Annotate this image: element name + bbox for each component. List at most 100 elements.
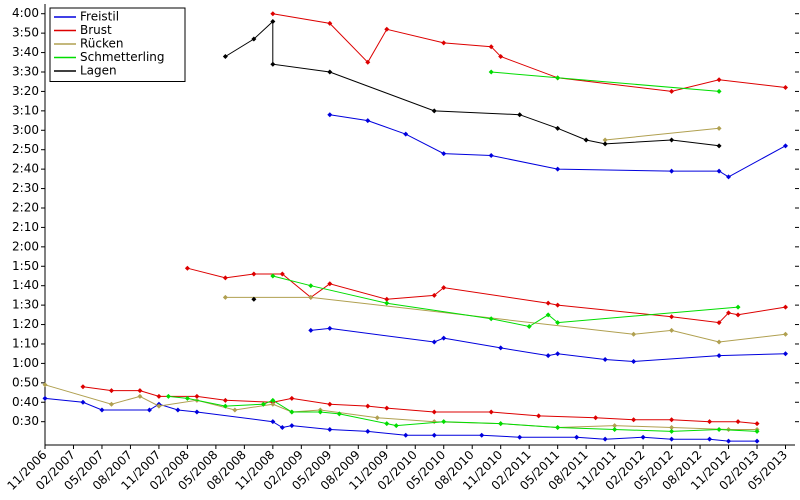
point <box>431 339 437 345</box>
point <box>441 419 447 425</box>
point <box>108 388 114 394</box>
point <box>488 44 494 50</box>
point <box>184 265 190 271</box>
point <box>716 168 722 174</box>
point <box>308 327 314 333</box>
point <box>488 409 494 415</box>
y-tick-label: 1:20 <box>12 317 39 331</box>
point <box>555 125 561 131</box>
point <box>631 417 637 423</box>
point <box>555 425 561 431</box>
point <box>99 407 105 413</box>
point <box>612 423 618 429</box>
point <box>108 401 114 407</box>
point <box>707 419 713 425</box>
point <box>602 436 608 442</box>
point <box>308 283 314 289</box>
y-tick-label: 4:00 <box>12 6 39 20</box>
point <box>498 421 504 427</box>
point <box>640 434 646 440</box>
point <box>251 36 257 42</box>
point <box>555 75 561 81</box>
point <box>545 312 551 318</box>
point <box>545 353 551 359</box>
y-tick-label: 1:50 <box>12 259 39 273</box>
point <box>384 296 390 302</box>
point <box>194 393 200 399</box>
point <box>270 11 276 17</box>
point <box>270 18 276 24</box>
point <box>222 403 228 409</box>
y-tick-label: 0:30 <box>12 414 39 428</box>
point <box>716 339 722 345</box>
point <box>431 108 437 114</box>
point <box>289 409 295 415</box>
point <box>270 273 276 279</box>
point <box>735 419 741 425</box>
point <box>384 26 390 32</box>
point <box>726 174 732 180</box>
point <box>716 88 722 94</box>
point <box>526 323 532 329</box>
point <box>441 151 447 157</box>
point <box>631 331 637 337</box>
point <box>716 353 722 359</box>
y-tick-label: 2:00 <box>12 239 39 253</box>
y-tick-label: 2:20 <box>12 200 39 214</box>
y-tick-label: 3:00 <box>12 123 39 137</box>
point <box>327 325 333 331</box>
point <box>517 112 523 118</box>
point <box>222 397 228 403</box>
point <box>783 304 789 310</box>
point <box>327 281 333 287</box>
point <box>631 358 637 364</box>
point <box>270 419 276 425</box>
y-tick-label: 2:30 <box>12 181 39 195</box>
point <box>42 395 48 401</box>
point <box>716 320 722 326</box>
point <box>327 20 333 26</box>
y-tick-label: 2:40 <box>12 162 39 176</box>
point <box>270 61 276 67</box>
point <box>80 384 86 390</box>
legend-label: Rücken <box>80 37 124 51</box>
point <box>384 421 390 427</box>
point <box>498 345 504 351</box>
point <box>156 393 162 399</box>
point <box>555 302 561 308</box>
point <box>555 351 561 357</box>
point <box>602 141 608 147</box>
point <box>555 320 561 326</box>
point <box>260 401 266 407</box>
y-tick-label: 1:00 <box>12 356 39 370</box>
point <box>431 409 437 415</box>
point <box>488 153 494 159</box>
point <box>175 407 181 413</box>
point <box>583 137 589 143</box>
point <box>365 403 371 409</box>
point <box>222 275 228 281</box>
point <box>384 300 390 306</box>
point <box>669 137 675 143</box>
point <box>488 316 494 322</box>
point <box>669 88 675 94</box>
point <box>251 296 257 302</box>
point <box>137 393 143 399</box>
point <box>270 397 276 403</box>
point <box>289 423 295 429</box>
point <box>716 125 722 131</box>
point <box>716 143 722 149</box>
y-tick-label: 0:50 <box>12 375 39 389</box>
point <box>317 409 323 415</box>
point <box>251 271 257 277</box>
point <box>726 438 732 444</box>
y-tick-label: 3:30 <box>12 64 39 78</box>
point <box>441 285 447 291</box>
point <box>308 294 314 300</box>
point <box>669 436 675 442</box>
point <box>279 425 285 431</box>
point <box>289 395 295 401</box>
y-tick-label: 2:50 <box>12 142 39 156</box>
